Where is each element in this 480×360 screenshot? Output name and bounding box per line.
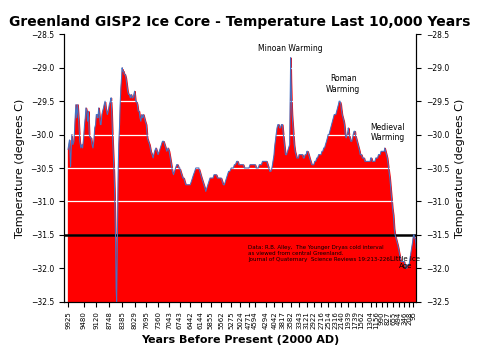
Title: Greenland GISP2 Ice Core - Temperature Last 10,000 Years: Greenland GISP2 Ice Core - Temperature L… xyxy=(9,15,471,29)
Y-axis label: Temperature (degrees C): Temperature (degrees C) xyxy=(15,98,25,238)
Text: Roman
Warming: Roman Warming xyxy=(326,75,360,94)
Text: Minoan Warming: Minoan Warming xyxy=(258,44,323,53)
Text: Little Ice
Age: Little Ice Age xyxy=(390,256,420,269)
X-axis label: Years Before Present (2000 AD): Years Before Present (2000 AD) xyxy=(141,335,339,345)
Text: Data: R.B. Alley,  The Younger Dryas cold interval
as viewed from central Greenl: Data: R.B. Alley, The Younger Dryas cold… xyxy=(248,245,390,261)
Text: Medieval
Warming: Medieval Warming xyxy=(371,122,405,142)
Y-axis label: Temperature (degrees C): Temperature (degrees C) xyxy=(455,98,465,238)
